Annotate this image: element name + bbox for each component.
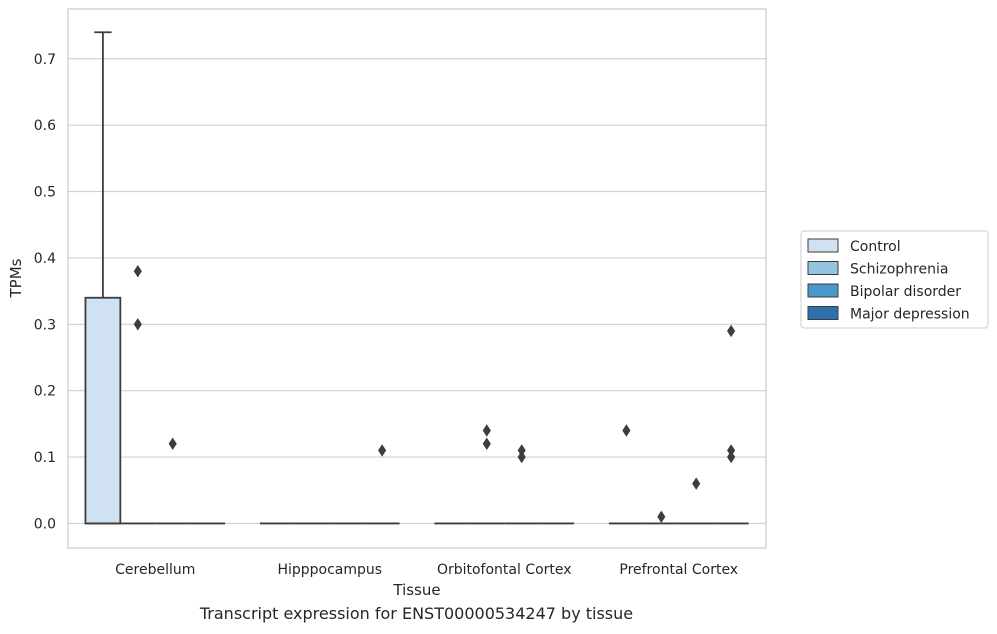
box-bipolar-disorder: [155, 437, 191, 525]
legend-entry-label: Schizophrenia: [850, 262, 948, 278]
y-axis-ticks: 0.0 0.1 0.2 0.3 0.4 0.5 0.6 0.7: [34, 52, 56, 533]
box-bipolar-disorder: [678, 477, 714, 525]
outlier-point: [168, 437, 177, 451]
x-tick-label: Prefrontal Cortex: [619, 562, 738, 578]
box-major-depression: [713, 324, 749, 525]
x-tick-label: Hipppocampus: [277, 562, 382, 578]
y-tick-label: 0.0: [34, 516, 56, 532]
x-axis-ticks: Cerebellum Hipppocampus Orbitofontal Corte…: [115, 562, 738, 578]
box-bipolar-disorder: [504, 444, 540, 525]
outlier-point: [657, 510, 666, 524]
x-axis-label: Tissue: [392, 581, 440, 599]
legend-swatch: [807, 306, 839, 320]
legend-entry-label: Control: [850, 239, 901, 255]
legend-swatch: [807, 261, 839, 275]
outlier-point: [517, 450, 526, 464]
legend-entry-label: Bipolar disorder: [850, 284, 961, 300]
y-tick-label: 0.6: [34, 118, 56, 134]
box-series: [84, 31, 749, 525]
y-tick-label: 0.1: [34, 450, 56, 466]
outlier-point: [727, 324, 736, 338]
legend: Control Schizophrenia Bipolar disorder Majo…: [800, 230, 989, 329]
y-tick-label: 0.7: [34, 52, 56, 68]
y-tick-label: 0.5: [34, 185, 56, 201]
chart-caption: Transcript expression for ENST0000053424…: [199, 604, 634, 623]
box-major-depression: [364, 444, 400, 525]
outlier-point: [727, 450, 736, 464]
legend-frame: [800, 230, 989, 329]
legend-entry-label: Major depression: [850, 307, 970, 323]
y-tick-label: 0.4: [34, 251, 56, 267]
box-schizophrenia: [643, 510, 679, 525]
outlier-point: [133, 264, 142, 278]
outlier-point: [692, 477, 701, 490]
outlier-point: [482, 424, 491, 437]
box-schizophrenia: [469, 424, 505, 525]
x-tick-label: Cerebellum: [115, 562, 195, 578]
plot-area-frame: [67, 8, 767, 549]
box-control: [84, 31, 122, 525]
outlier-point: [378, 444, 387, 457]
outlier-point: [622, 424, 631, 437]
y-axis-label: TPMs: [7, 258, 25, 298]
outlier-point: [482, 437, 491, 451]
grid-lines: [68, 58, 766, 525]
legend-swatch: [807, 238, 839, 253]
outlier-point: [133, 318, 142, 331]
box-control: [608, 424, 644, 525]
x-tick-label: Orbitofontal Cortex: [437, 562, 572, 578]
box-schizophrenia: [120, 264, 156, 525]
box-body: [84, 296, 122, 525]
y-tick-label: 0.3: [34, 317, 56, 333]
legend-swatch: [807, 283, 839, 298]
y-tick-label: 0.2: [34, 384, 56, 400]
